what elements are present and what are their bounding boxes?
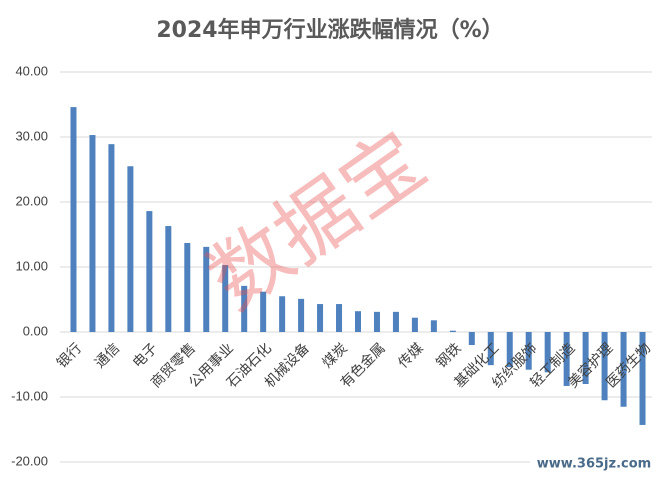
y-tick-label: 10.00 bbox=[15, 258, 48, 273]
bar bbox=[89, 135, 96, 332]
bar bbox=[146, 211, 153, 332]
bar bbox=[279, 296, 286, 332]
bar bbox=[449, 330, 456, 332]
source-box bbox=[530, 452, 658, 474]
bar bbox=[525, 332, 532, 370]
y-tick-label: -20.00 bbox=[11, 453, 48, 468]
bar bbox=[222, 265, 229, 332]
bar bbox=[468, 332, 475, 345]
bar bbox=[317, 304, 324, 332]
bar bbox=[298, 298, 305, 332]
y-tick-label: 40.00 bbox=[15, 63, 48, 78]
bar bbox=[563, 332, 570, 386]
source-mark: www.365jz.com bbox=[537, 457, 651, 472]
bar bbox=[241, 285, 248, 332]
bar bbox=[544, 332, 551, 373]
bar bbox=[487, 332, 494, 366]
bar bbox=[127, 166, 134, 332]
bar bbox=[506, 332, 513, 368]
bar bbox=[203, 246, 210, 332]
bar bbox=[411, 317, 418, 332]
bar bbox=[430, 320, 437, 332]
bar bbox=[336, 304, 343, 332]
bar bbox=[392, 311, 399, 332]
bar bbox=[184, 242, 191, 332]
bar bbox=[639, 332, 646, 425]
y-tick-label: 0.00 bbox=[23, 323, 48, 338]
bar bbox=[165, 226, 172, 332]
bar bbox=[582, 332, 589, 384]
y-tick-label: 30.00 bbox=[15, 128, 48, 143]
y-tick-label: 20.00 bbox=[15, 193, 48, 208]
y-tick-label: -10.00 bbox=[11, 388, 48, 403]
bar bbox=[260, 291, 267, 332]
bar bbox=[373, 311, 380, 332]
chart-title: 2024年申万行业涨跌幅情况（%） bbox=[156, 17, 503, 43]
bar bbox=[620, 332, 627, 407]
bar bbox=[70, 107, 77, 332]
bar bbox=[355, 311, 361, 332]
bar bbox=[108, 144, 115, 332]
bar bbox=[601, 332, 608, 401]
